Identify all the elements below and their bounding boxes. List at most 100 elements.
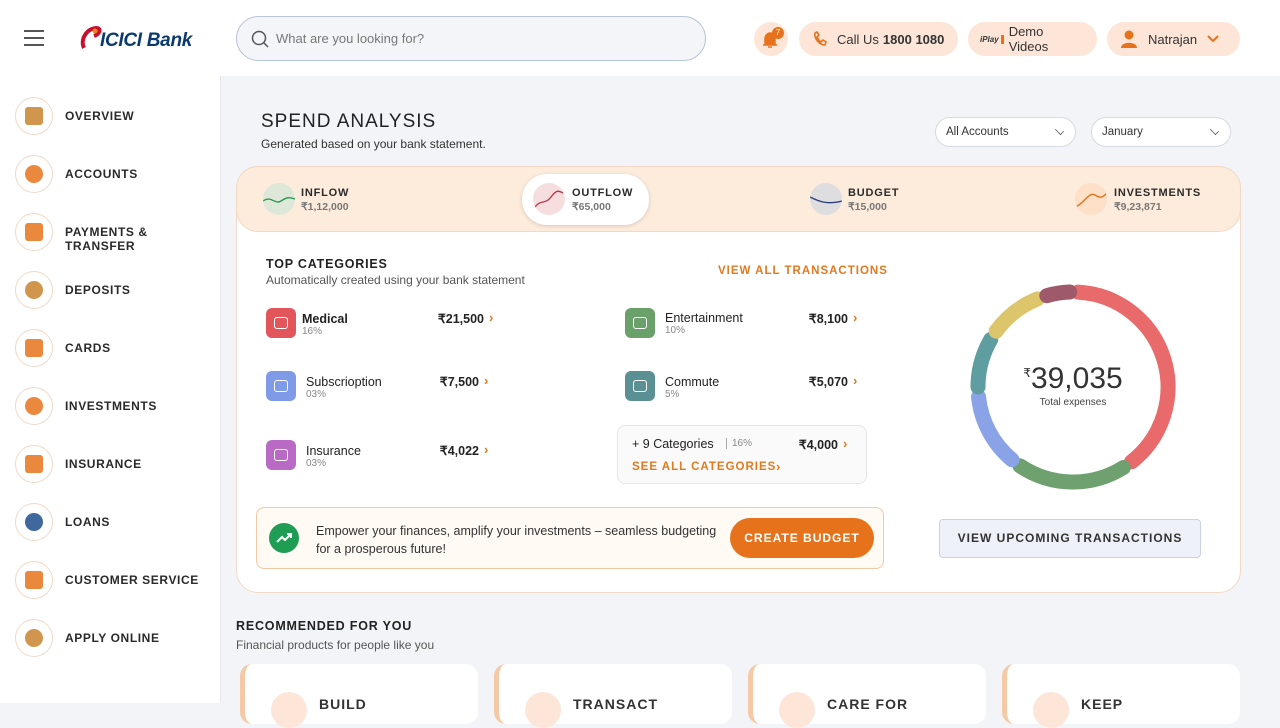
category-icon	[266, 440, 296, 470]
logo-mark	[80, 26, 102, 49]
nav-label[interactable]: OVERVIEW	[65, 109, 135, 123]
nav-glyph	[25, 513, 43, 531]
active-tab[interactable]	[522, 174, 649, 225]
category-name[interactable]: Entertainment	[665, 311, 743, 325]
nav-icon[interactable]	[15, 445, 53, 483]
donut-center: ₹39,035 Total expenses	[1013, 362, 1133, 408]
nav-glyph	[25, 281, 43, 299]
nav-label[interactable]: ACCOUNTS	[65, 167, 138, 181]
dropdown-value: January	[1102, 126, 1143, 138]
dropdown[interactable]: January	[1091, 117, 1231, 147]
recommended-title: RECOMMENDED FOR YOU	[236, 619, 413, 633]
category-icon	[266, 371, 296, 401]
card-icon	[525, 692, 561, 728]
trend-line	[1075, 192, 1107, 208]
nav-label[interactable]: CUSTOMER SERVICE	[65, 573, 199, 587]
card-title: KEEP	[1081, 696, 1124, 712]
category-name[interactable]: Insurance	[306, 444, 361, 458]
card-icon	[271, 692, 307, 728]
nav-icon[interactable]	[15, 561, 53, 599]
recommend-card[interactable]: TRANSACT	[494, 664, 732, 728]
nav-label[interactable]: INVESTMENTS	[65, 399, 157, 413]
section-subtitle: Generated based on your bank statement.	[261, 137, 486, 151]
nav-glyph	[25, 223, 43, 241]
nav-label[interactable]: INSURANCE	[65, 457, 142, 471]
chevron: ›	[853, 373, 858, 388]
category-amount: ₹8,100	[808, 312, 848, 326]
category-percent: 03%	[306, 389, 327, 400]
menu-icon[interactable]	[24, 30, 46, 46]
banner-text: Empower your finances, amplify your inve…	[316, 524, 717, 556]
dropdown[interactable]: All Accounts	[935, 117, 1076, 147]
category-name[interactable]: Medical	[302, 312, 348, 326]
call-button[interactable]: Call Us 1800 1080	[799, 22, 958, 56]
category-glyph	[633, 380, 647, 392]
recommend-card[interactable]: CARE FOR	[748, 664, 986, 728]
nav-icon[interactable]	[15, 213, 53, 251]
category-glyph	[274, 317, 288, 329]
nav-icon[interactable]	[15, 503, 53, 541]
nav-icon[interactable]	[15, 155, 53, 193]
chevron: ›	[489, 310, 494, 325]
donut-segment	[988, 291, 1045, 339]
card-icon	[779, 692, 815, 728]
category-amount: ₹4,022	[439, 444, 479, 458]
section-title: SPEND ANALYSIS	[261, 111, 437, 132]
logo-text[interactable]: ICICI Bank	[100, 30, 193, 51]
category-percent: 16%	[302, 326, 323, 337]
nav-label[interactable]: LOANS	[65, 515, 110, 529]
dropdown-value: All Accounts	[946, 126, 1009, 138]
tab-title[interactable]: OUTFLOW	[572, 187, 634, 199]
trend-line	[263, 196, 295, 203]
view-all-link[interactable]: VIEW ALL TRANSACTIONS	[718, 265, 888, 277]
tab-title[interactable]: BUDGET	[848, 187, 900, 199]
tab-title[interactable]: INFLOW	[301, 187, 350, 199]
recommend-card[interactable]: BUILD	[240, 664, 478, 728]
demo-button[interactable]: iPlay Demo Videos	[968, 22, 1097, 56]
notification-button[interactable]: 7	[754, 22, 788, 56]
nav-label[interactable]: PAYMENTS & TRANSFER	[65, 225, 148, 253]
tab-amount: ₹1,12,000	[301, 201, 349, 213]
call-label: Call Us	[837, 31, 879, 47]
nav-glyph	[25, 455, 43, 473]
nav-icon[interactable]	[15, 619, 53, 657]
nav-label[interactable]: APPLY ONLINE	[65, 631, 160, 645]
category-name[interactable]: Subscrioption	[306, 375, 382, 389]
recommend-card[interactable]: KEEP	[1002, 664, 1240, 728]
category-amount: ₹7,500	[439, 375, 479, 389]
search-placeholder: What are you looking for?	[276, 31, 425, 46]
chevron	[1055, 125, 1064, 135]
demo-badge: iPlay	[980, 34, 1004, 44]
nav-glyph	[25, 397, 43, 415]
user-name: Natrajan	[1148, 31, 1198, 47]
nav-icon[interactable]	[15, 97, 53, 135]
see-all-link[interactable]: SEE ALL CATEGORIES	[632, 461, 777, 473]
tab-icon	[263, 183, 295, 215]
nav-icon[interactable]	[15, 271, 53, 309]
upcoming-button[interactable]: VIEW UPCOMING TRANSACTIONS	[939, 519, 1201, 558]
more-percent: 16%	[726, 438, 752, 449]
budget-banner: Empower your finances, amplify your inve…	[256, 507, 884, 569]
search-box[interactable]: What are you looking for?	[236, 16, 706, 61]
category-amount: ₹21,500	[437, 312, 484, 326]
nav-icon[interactable]	[15, 329, 53, 367]
nav-glyph	[25, 629, 43, 647]
nav-icon[interactable]	[15, 387, 53, 425]
category-icon	[625, 371, 655, 401]
user-menu[interactable]: Natrajan	[1107, 22, 1240, 56]
category-name[interactable]: Commute	[665, 375, 720, 389]
donut-segment	[971, 389, 1020, 468]
create-budget-button[interactable]: CREATE BUDGET	[730, 518, 874, 558]
more-label: + 9 Categories	[632, 437, 714, 451]
category-amount: ₹5,070	[808, 375, 848, 389]
chevron: ›	[484, 373, 489, 388]
tab-title[interactable]: INVESTMENTS	[1114, 187, 1202, 199]
search-icon	[251, 30, 269, 48]
nav-label[interactable]: DEPOSITS	[65, 283, 131, 297]
donut-segment	[1039, 284, 1078, 304]
category-percent: 10%	[665, 325, 686, 336]
category-icon	[266, 308, 296, 338]
recommended-subtitle: Financial products for people like you	[236, 638, 435, 652]
nav-label[interactable]: CARDS	[65, 341, 111, 355]
